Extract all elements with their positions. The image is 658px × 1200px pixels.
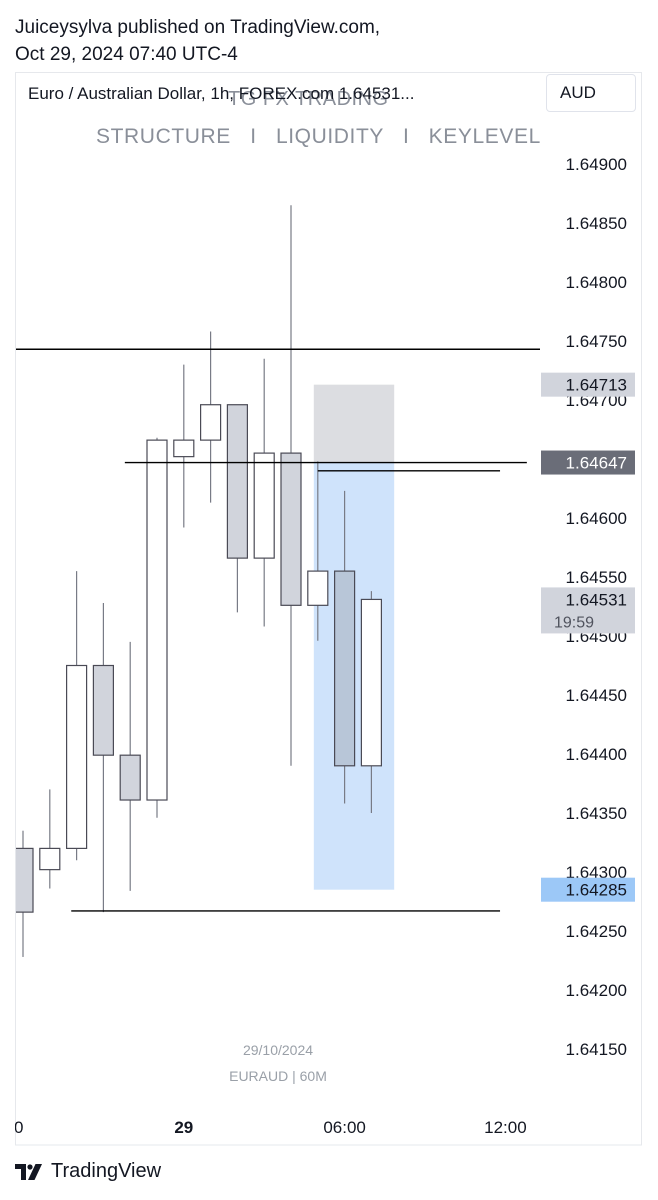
candle[interactable]: [334, 490, 356, 804]
candle[interactable]: [65, 571, 88, 861]
time-tick-label: 06:00: [323, 1118, 366, 1137]
candle[interactable]: [92, 602, 115, 913]
candle[interactable]: [119, 641, 141, 891]
candle[interactable]: [13, 830, 34, 957]
price-tick-label: 1.64900: [566, 155, 627, 174]
candle[interactable]: [39, 789, 61, 889]
price-tick-label: 1.64150: [566, 1040, 627, 1059]
candle[interactable]: [253, 358, 275, 627]
candle-body: [65, 664, 88, 849]
price-label-badge: [541, 372, 635, 397]
price-tick-label: 1.64800: [566, 273, 627, 292]
price-label-target[interactable]: 1.64285: [541, 877, 635, 902]
publisher-line: Juiceysylva published on TradingView.com…: [15, 17, 381, 38]
price-label-last[interactable]: 1.64531 19:59: [541, 587, 635, 634]
candle-body: [253, 452, 275, 559]
watermark-title: TG FX TRADING: [228, 88, 389, 110]
candle[interactable]: [280, 205, 302, 766]
stop-loss-zone[interactable]: [313, 384, 395, 463]
price-label-value: 1.64647: [566, 454, 627, 473]
price-tick-label: 1.64250: [566, 922, 627, 941]
candle-body: [334, 570, 356, 767]
price-label-badge: [541, 587, 635, 634]
publish-date: Oct 29, 2024 07:40 UTC-4: [15, 44, 238, 65]
price-label-entry[interactable]: 1.64647: [541, 450, 635, 475]
candle-body: [307, 570, 329, 606]
publisher-info: Juiceysylva published on TradingView.com…: [15, 14, 380, 68]
candle-body: [16, 847, 34, 913]
price-label-value: 1.64713: [566, 376, 627, 395]
candle[interactable]: [307, 461, 329, 641]
candle[interactable]: [173, 364, 195, 528]
axis-left-mask: [0, 1112, 15, 1142]
price-label-badge: [541, 450, 635, 475]
price-tick-label: 1.64450: [566, 686, 627, 705]
price-label-value: 1.64285: [566, 881, 627, 900]
price-label-badge: [541, 877, 635, 902]
time-tick-label: 12:00: [484, 1118, 527, 1137]
tradingview-logo-icon: [15, 1163, 42, 1180]
brand-name: TradingView: [51, 1160, 162, 1182]
candle-body: [146, 439, 168, 801]
symbol-title[interactable]: Euro / Australian Dollar, 1h, FOREX.com …: [28, 84, 415, 103]
price-tick-label: 1.64550: [566, 568, 627, 587]
price-tick-label: 1.64750: [566, 332, 627, 351]
candle[interactable]: [200, 331, 222, 503]
candle[interactable]: [146, 437, 168, 818]
candle[interactable]: [360, 591, 382, 813]
time-tick-label: 29: [174, 1118, 193, 1137]
price-tick-label: 1.64600: [566, 509, 627, 528]
watermark-subtitle: STRUCTURE I LIQUIDITY I KEYLEVEL: [96, 125, 541, 148]
price-tick-label: 1.64200: [566, 981, 627, 1000]
candle-body: [119, 754, 141, 801]
candle-body: [226, 404, 248, 559]
price-label-value: 1.64531: [566, 590, 627, 609]
candle-body: [200, 404, 222, 441]
currency-selector[interactable]: AUD: [546, 74, 636, 112]
watermark-pair: EURAUD | 60M: [229, 1068, 327, 1084]
countdown-timer: 19:59: [554, 614, 594, 631]
candle-body: [280, 452, 302, 606]
price-tick-label: 1.64300: [566, 863, 627, 882]
watermark-date: 29/10/2024: [242, 1042, 314, 1058]
chart-frame: [15, 72, 642, 1145]
price-tick-label: 1.64400: [566, 745, 627, 764]
candle[interactable]: [226, 404, 248, 613]
candle-body: [92, 664, 115, 756]
tradingview-logo[interactable]: TradingView: [15, 1160, 161, 1183]
candle-body: [173, 439, 195, 458]
price-tick-label: 1.64850: [566, 214, 627, 233]
candle-body: [360, 598, 382, 767]
price-label-stop[interactable]: 1.64713: [541, 372, 635, 397]
plot-area[interactable]: [13, 205, 540, 957]
price-tick-label: 1.64350: [566, 804, 627, 823]
candle-body: [39, 847, 61, 871]
